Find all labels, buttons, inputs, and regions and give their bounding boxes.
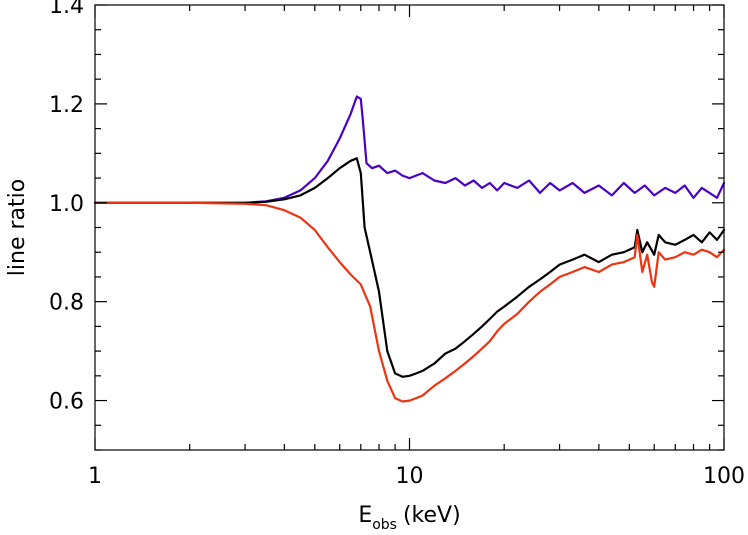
x-tick-label: 10 [396,464,424,489]
series-line-1 [93,95,726,204]
x-tick-label: 100 [703,464,745,489]
y-tick-label: 1.2 [49,93,84,118]
x-axis-title-subscript: obs [372,517,397,533]
y-tick-label: 0.8 [49,291,84,316]
y-tick-label: 1.0 [49,192,84,217]
x-axis-title-unit: (keV) [403,503,461,528]
series-line-3 [93,201,726,403]
plot-frame [94,4,725,451]
series-line-2 [93,157,726,378]
x-axis-title: Eobs (keV) [358,503,460,533]
axes: 1 10 100 0.6 0.8 1.0 1.2 1.4 [49,0,745,489]
x-axis-title-main: E [358,503,372,528]
x-tick-label: 1 [88,464,102,489]
plot-area [93,95,726,403]
y-axis-title: line ratio [5,179,30,276]
y-tick-label: 1.4 [49,0,84,19]
y-tick-label: 0.6 [49,390,84,415]
